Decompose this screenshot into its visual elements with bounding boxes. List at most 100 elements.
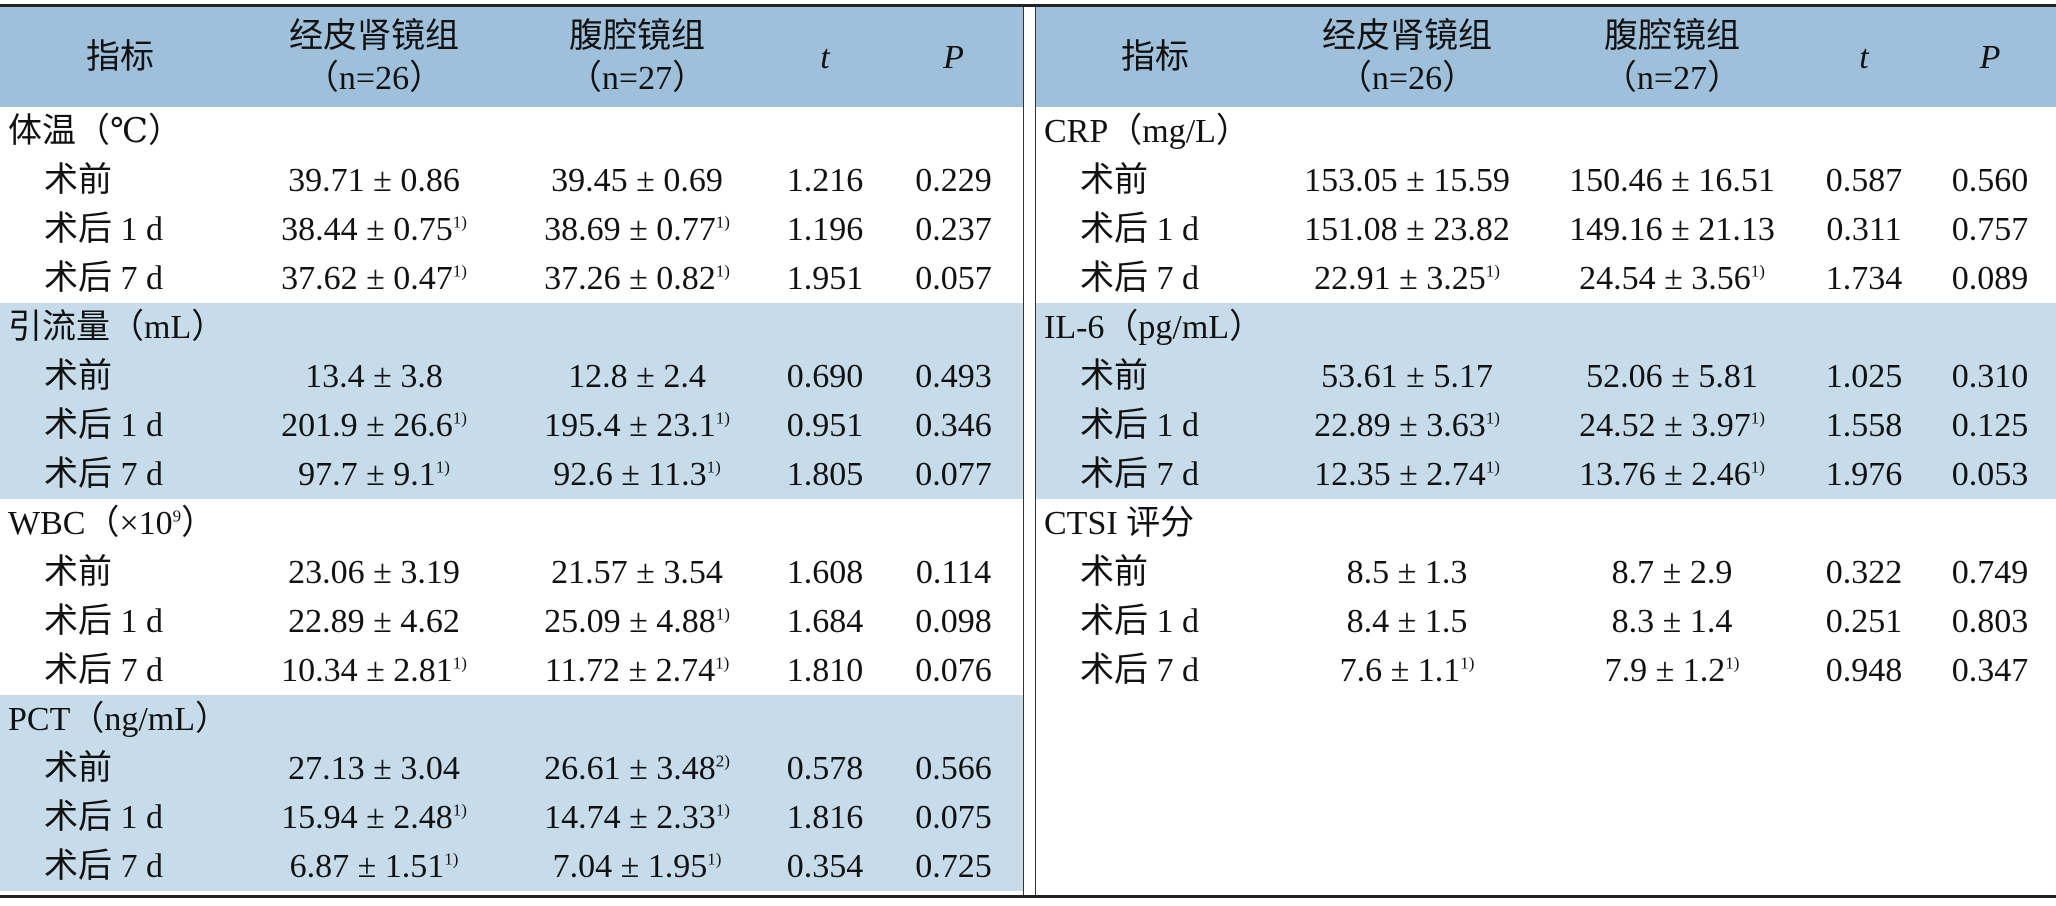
section-title-text: WBC（×10	[8, 505, 173, 542]
t-value-text: 0.948	[1825, 652, 1903, 689]
col-group1-name: 经皮肾镜组	[289, 15, 459, 56]
p-value: 0.757	[1924, 205, 2056, 254]
group1-value: 27.13 ± 3.04	[240, 744, 508, 793]
group2-value-text: 38.69 ± 0.77	[544, 211, 716, 248]
t-value: 1.608	[766, 548, 884, 597]
group1-value-text: 153.05 ± 15.59	[1304, 162, 1510, 199]
p-value-text: 0.347	[1951, 652, 2029, 689]
p-value-text: 0.237	[915, 211, 992, 248]
group1-value: 23.06 ± 3.19	[240, 548, 508, 597]
group2-value: 13.76 ± 2.461)	[1540, 450, 1804, 499]
p-value-text: 0.114	[915, 554, 992, 591]
table-bottom-rule	[0, 895, 2056, 898]
t-value-text: 0.578	[786, 750, 864, 787]
p-value: 0.229	[884, 156, 1023, 205]
footnote-marker: 1)	[1485, 457, 1500, 477]
footnote-marker: 1)	[1485, 408, 1500, 428]
t-value-text: 1.558	[1825, 407, 1903, 444]
group1-value: 37.62 ± 0.471)	[240, 254, 508, 303]
row-label: 术前	[1036, 548, 1274, 597]
group1-value: 153.05 ± 15.59	[1274, 156, 1540, 205]
t-value: 1.734	[1804, 254, 1924, 303]
row-label: 术前	[0, 548, 240, 597]
section-header-row: IL-6（pg/mL）	[1036, 303, 2056, 352]
p-value-text: 0.077	[915, 456, 992, 493]
table-row: 术后 1 d 38.44 ± 0.751) 38.69 ± 0.771) 1.196 0…	[0, 205, 1023, 254]
group1-value: 15.94 ± 2.481)	[240, 793, 508, 842]
section-0: CRP（mg/L） 术前 153.05 ± 15.59 150.46 ± 16.51 0…	[1036, 107, 2056, 303]
section-title-text: CTSI 评分	[1044, 505, 1195, 542]
group2-value: 8.3 ± 1.4	[1540, 597, 1804, 646]
row-label: 术后 7 d	[0, 254, 240, 303]
group2-value-text: 21.57 ± 3.54	[551, 554, 723, 591]
section-title: 体温（℃）	[0, 107, 1023, 156]
p-value: 0.077	[884, 450, 1023, 499]
row-label-text: 术后 1 d	[44, 799, 163, 836]
section-title: CRP（mg/L）	[1036, 107, 2056, 156]
footnote-marker: 1)	[452, 408, 467, 428]
p-value-text: 0.560	[1951, 162, 2029, 199]
section-title: IL-6（pg/mL）	[1036, 303, 2056, 352]
section-title: WBC（×109）	[0, 499, 1023, 548]
t-value-text: 0.951	[786, 407, 864, 444]
p-value-text: 0.310	[1951, 358, 2029, 395]
col-group2-name: 腹腔镜组	[569, 15, 705, 56]
group2-value: 37.26 ± 0.821)	[508, 254, 766, 303]
t-value: 1.216	[766, 156, 884, 205]
p-value: 0.125	[1924, 401, 2056, 450]
row-label-text: 术后 7 d	[44, 260, 163, 297]
t-value: 1.976	[1804, 450, 1924, 499]
table-row: 术后 7 d 7.6 ± 1.11) 7.9 ± 1.21) 0.948 0.347	[1036, 646, 2056, 695]
group2-value: 25.09 ± 4.881)	[508, 597, 766, 646]
group2-value-text: 7.9 ± 1.2	[1604, 652, 1726, 689]
group2-value-text: 25.09 ± 4.88	[544, 603, 716, 640]
group1-value: 97.7 ± 9.11)	[240, 450, 508, 499]
row-label: 术前	[1036, 352, 1274, 401]
group2-value: 24.54 ± 3.561)	[1540, 254, 1804, 303]
group1-value: 38.44 ± 0.751)	[240, 205, 508, 254]
row-label-text: 术后 1 d	[44, 603, 163, 640]
section-2: CTSI 评分 术前 8.5 ± 1.3 8.7 ± 2.9 0.322 0.749 术后 …	[1036, 499, 2056, 695]
footnote-marker: 1)	[715, 604, 730, 624]
table-row: 术后 7 d 22.91 ± 3.251) 24.54 ± 3.561) 1.734 0…	[1036, 254, 2056, 303]
p-value: 0.803	[1924, 597, 2056, 646]
t-value: 0.322	[1804, 548, 1924, 597]
group1-value-text: 15.94 ± 2.48	[281, 799, 453, 836]
t-value-text: 1.810	[786, 652, 864, 689]
t-value: 1.558	[1804, 401, 1924, 450]
p-value-text: 0.757	[1951, 211, 2029, 248]
section-header-row: CRP（mg/L）	[1036, 107, 2056, 156]
group2-value-text: 52.06 ± 5.81	[1586, 358, 1758, 395]
col-p-label: P	[943, 38, 964, 76]
t-value-text: 0.587	[1825, 162, 1903, 199]
row-label: 术前	[1036, 156, 1274, 205]
table-row: 术后 7 d 6.87 ± 1.511) 7.04 ± 1.951) 0.354 0.7…	[0, 842, 1023, 891]
t-value: 0.948	[1804, 646, 1924, 695]
p-value: 0.310	[1924, 352, 2056, 401]
group2-value-text: 13.76 ± 2.46	[1579, 456, 1751, 493]
section-title-end: ）	[181, 505, 216, 542]
group1-value: 22.89 ± 4.62	[240, 597, 508, 646]
table-row: 术后 1 d 15.94 ± 2.481) 14.74 ± 2.331) 1.816 0…	[0, 793, 1023, 842]
row-label-text: 术前	[1080, 554, 1148, 591]
row-label-text: 术后 7 d	[1080, 652, 1199, 689]
group2-value: 38.69 ± 0.771)	[508, 205, 766, 254]
col-group2: 腹腔镜组 （n=27）	[508, 7, 766, 107]
row-label: 术后 7 d	[1036, 646, 1274, 695]
group1-value-text: 13.4 ± 3.8	[305, 358, 443, 395]
row-label: 术后 1 d	[1036, 597, 1274, 646]
footnote-marker: 1)	[715, 800, 730, 820]
table-row: 术后 7 d 97.7 ± 9.11) 92.6 ± 11.31) 1.805 0.07…	[0, 450, 1023, 499]
left-table-panel: 指标 经皮肾镜组 （n=26） 腹腔镜组 （n=27） t P 体温（℃） 术前 39.…	[0, 7, 1023, 891]
p-value: 0.749	[1924, 548, 2056, 597]
p-value-text: 0.053	[1951, 456, 2029, 493]
group1-value: 53.61 ± 5.17	[1274, 352, 1540, 401]
p-value: 0.089	[1924, 254, 2056, 303]
col-indicator: 指标	[86, 37, 154, 77]
p-value-text: 0.749	[1951, 554, 2029, 591]
table-top-rule	[0, 4, 2056, 7]
row-label-text: 术后 1 d	[1080, 407, 1199, 444]
group1-value: 8.4 ± 1.5	[1274, 597, 1540, 646]
group1-value-text: 151.08 ± 23.82	[1304, 211, 1510, 248]
table-row: 术后 1 d 151.08 ± 23.82 149.16 ± 21.13 0.311 0…	[1036, 205, 2056, 254]
